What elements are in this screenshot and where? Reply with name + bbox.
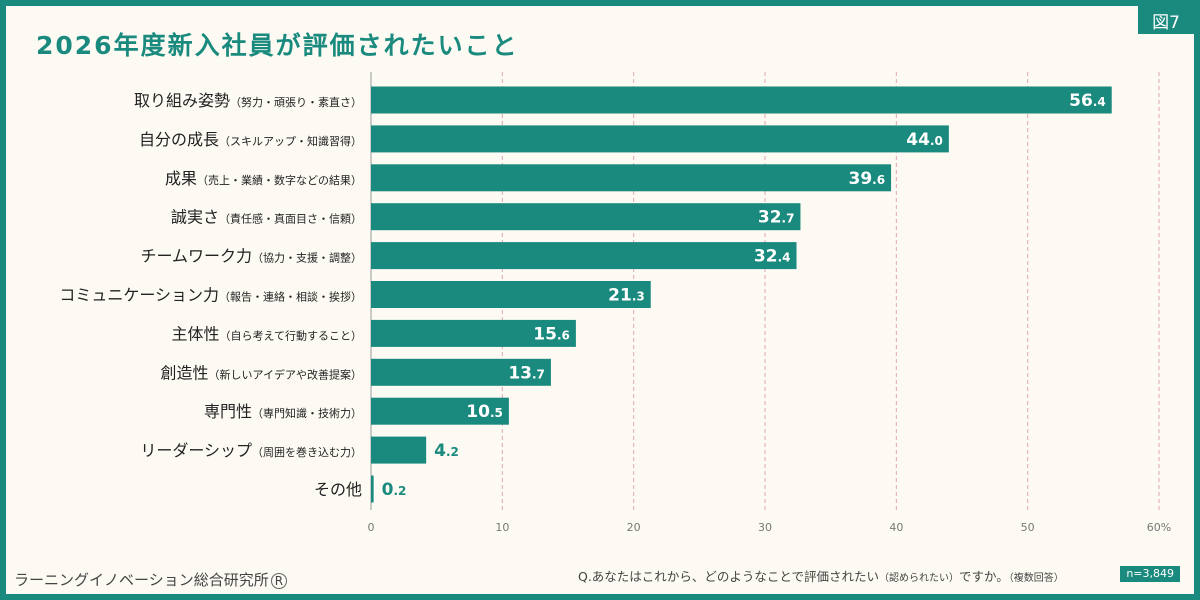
category-label: リーダーシップ（周囲を巻き込む力） — [140, 441, 362, 460]
category-sub: （協力・支援・調整） — [252, 251, 362, 265]
data-label: 15.6 — [533, 324, 570, 344]
category-label: コミュニケーション力（報告・連絡・相談・挨拶） — [59, 286, 362, 305]
bar — [371, 125, 949, 153]
category-sub: （努力・頑張り・素直さ） — [230, 95, 362, 109]
data-label-int: 13 — [508, 363, 532, 383]
data-label: 44.0 — [906, 130, 943, 150]
category-sub: （新しいアイデアや改善提案） — [209, 367, 362, 381]
data-label-dec: .6 — [872, 173, 885, 187]
bar — [371, 164, 892, 192]
category-sub: （スキルアップ・知識習得） — [219, 134, 362, 148]
category-sub: （報告・連絡・相談・挨拶） — [219, 290, 362, 304]
data-label-int: 15 — [533, 324, 557, 344]
organization-label: ラーニングイノベーション総合研究所 — [14, 571, 269, 589]
data-label-int: 44 — [906, 130, 930, 150]
bar — [371, 281, 651, 308]
x-tick-label: 20 — [627, 521, 641, 534]
registered-mark: R — [270, 573, 288, 589]
sample-size-badge: n=3,849 — [1120, 566, 1180, 582]
data-label-dec: .6 — [557, 328, 570, 342]
x-tick-label: 60% — [1147, 521, 1171, 534]
bar — [371, 397, 509, 425]
x-tick-label: 40 — [889, 521, 903, 534]
data-label-dec: .7 — [532, 367, 545, 381]
data-label: 32.7 — [758, 208, 795, 228]
category-main: 取り組み姿勢 — [134, 91, 230, 110]
data-label-dec: .3 — [632, 290, 645, 304]
category-main: 自分の成長 — [139, 130, 219, 149]
bar — [371, 475, 374, 503]
data-label: 21.3 — [608, 286, 645, 306]
bar — [371, 242, 797, 270]
data-label-dec: .4 — [1093, 95, 1106, 109]
question-tail: ですか。 — [958, 569, 1009, 584]
category-label: 主体性（自ら考えて行動すること） — [172, 324, 362, 343]
data-label: 0.2 — [382, 480, 407, 500]
data-label-dec: .2 — [446, 445, 459, 459]
category-sub: （自ら考えて行動すること） — [220, 328, 362, 342]
figure-number-badge: 図7 — [1138, 6, 1194, 34]
category-label: チームワーク力（協力・支援・調整） — [140, 247, 362, 266]
category-label: 専門性（専門知識・技術力） — [204, 402, 362, 421]
category-label: その他 — [314, 480, 362, 499]
data-label-dec: .7 — [782, 212, 795, 226]
organization-name: ラーニングイノベーション総合研究所 R — [14, 569, 288, 590]
bar — [371, 86, 1112, 114]
category-sub: （専門知識・技術力） — [252, 406, 362, 420]
category-main: 主体性 — [172, 324, 220, 343]
data-label: 39.6 — [848, 169, 885, 189]
data-label-dec: .0 — [930, 134, 943, 148]
survey-question: Q.あなたはこれから、どのようなことで評価されたい（認められたい）ですか。（複数… — [578, 566, 1064, 585]
data-label-int: 0 — [382, 480, 394, 500]
category-main: 成果 — [165, 169, 197, 188]
category-sub: （売上・業績・数字などの結果） — [197, 173, 362, 187]
category-sub: （周囲を巻き込む力） — [252, 446, 362, 459]
category-label: 自分の成長（スキルアップ・知識習得） — [139, 130, 362, 149]
bar — [371, 203, 801, 231]
data-label: 13.7 — [508, 363, 545, 383]
data-label-dec: .5 — [490, 406, 503, 420]
question-paren: （認められたい） — [878, 573, 959, 584]
data-label: 4.2 — [434, 441, 459, 461]
data-label-int: 39 — [848, 169, 872, 189]
bar — [371, 358, 551, 386]
category-main: 誠実さ — [171, 208, 219, 227]
x-tick-label: 10 — [495, 521, 509, 534]
data-label-int: 32 — [758, 208, 782, 228]
data-label-int: 4 — [434, 441, 446, 461]
data-label-int: 10 — [466, 402, 490, 422]
data-label-int: 21 — [608, 286, 632, 306]
chart-title: 2026年度新入社員が評価されたいこと — [36, 31, 519, 60]
question-main: Q.あなたはこれから、どのようなことで評価されたい — [578, 569, 879, 584]
x-tick-label: 50 — [1021, 521, 1035, 534]
category-sub: （責任感・真面目さ・信頼） — [219, 212, 362, 226]
category-main: コミュニケーション力 — [59, 286, 219, 305]
category-label: 誠実さ（責任感・真面目さ・信頼） — [171, 208, 362, 227]
category-label: 成果（売上・業績・数字などの結果） — [165, 169, 362, 188]
data-label: 56.4 — [1069, 91, 1106, 111]
category-label: 創造性（新しいアイデアや改善提案） — [161, 363, 362, 382]
x-tick-label: 0 — [368, 521, 375, 534]
data-label-dec: .4 — [778, 251, 791, 265]
bar — [371, 319, 576, 347]
category-main: リーダーシップ — [140, 441, 252, 460]
x-tick-label: 30 — [758, 521, 772, 534]
data-label: 10.5 — [466, 402, 503, 422]
category-main: 専門性 — [204, 402, 252, 421]
data-label-dec: .2 — [393, 484, 406, 498]
category-main: チームワーク力 — [140, 247, 252, 266]
category-main: 創造性 — [161, 363, 209, 382]
category-main: その他 — [314, 480, 362, 499]
question-note: （複数回答） — [1008, 573, 1064, 584]
bar — [371, 436, 427, 464]
data-label-int: 32 — [754, 247, 778, 267]
data-label-int: 56 — [1069, 91, 1093, 111]
data-label: 32.4 — [754, 247, 791, 267]
category-label: 取り組み姿勢（努力・頑張り・素直さ） — [134, 91, 362, 110]
